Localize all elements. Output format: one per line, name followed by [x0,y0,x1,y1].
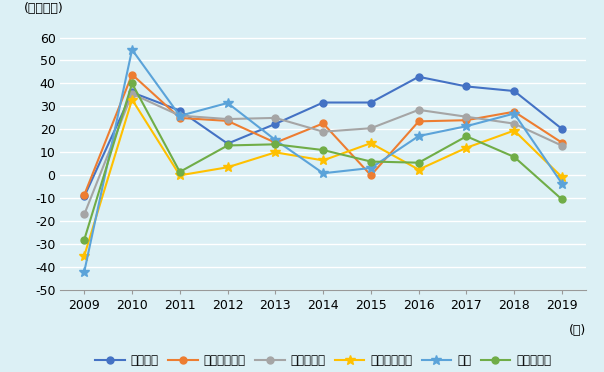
ベトナム [558,127,565,131]
シンガポール [463,145,470,150]
マレーシア [272,142,279,147]
フィリピン [320,129,327,134]
Line: シンガポール: シンガポール [79,94,567,260]
インドネシア [367,173,374,177]
インドネシア [81,193,88,197]
タイ [320,171,327,176]
フィリピン [463,115,470,119]
インドネシア [224,119,231,123]
シンガポール [81,253,88,258]
シンガポール [367,141,374,145]
シンガポール [558,175,565,179]
ベトナム [320,100,327,105]
マレーシア [463,134,470,138]
タイ [176,113,184,118]
Line: マレーシア: マレーシア [81,80,565,243]
インドネシア [272,141,279,145]
シンガポール [176,173,184,177]
ベトナム [176,108,184,113]
マレーシア [415,160,422,165]
タイ [367,166,374,170]
インドネシア [320,121,327,126]
フィリピン [176,113,184,118]
ベトナム [224,141,231,146]
Text: (ポイント): (ポイント) [24,3,63,16]
フィリピン [510,121,518,126]
Line: タイ: タイ [79,45,567,276]
タイ [415,134,422,138]
マレーシア [224,143,231,148]
マレーシア [81,237,88,242]
インドネシア [176,116,184,120]
フィリピン [224,117,231,121]
Legend: ベトナム, インドネシア, フィリピン, シンガポール, タイ, マレーシア: ベトナム, インドネシア, フィリピン, シンガポール, タイ, マレーシア [95,354,551,367]
タイ [272,138,279,142]
タイ [129,48,136,52]
Line: ベトナム: ベトナム [81,73,565,200]
フィリピン [367,126,374,131]
シンガポール [320,158,327,163]
ベトナム [129,90,136,94]
インドネシア [463,118,470,122]
Text: (年): (年) [568,324,586,337]
Line: インドネシア: インドネシア [81,71,565,198]
ベトナム [367,100,374,105]
ベトナム [415,74,422,79]
シンガポール [129,97,136,102]
タイ [224,101,231,105]
マレーシア [129,81,136,86]
フィリピン [272,116,279,120]
フィリピン [415,108,422,112]
マレーシア [558,197,565,202]
タイ [558,182,565,186]
フィリピン [81,212,88,217]
ベトナム [510,89,518,93]
ベトナム [81,194,88,199]
シンガポール [224,165,231,170]
フィリピン [129,92,136,96]
マレーシア [176,170,184,174]
タイ [81,269,88,274]
マレーシア [367,159,374,164]
インドネシア [558,141,565,145]
フィリピン [558,144,565,148]
タイ [510,111,518,116]
マレーシア [510,155,518,159]
インドネシア [415,119,422,124]
ベトナム [463,84,470,89]
シンガポール [510,128,518,133]
Line: フィリピン: フィリピン [81,90,565,218]
シンガポール [272,150,279,155]
インドネシア [510,109,518,114]
ベトナム [272,122,279,126]
シンガポール [415,167,422,172]
マレーシア [320,148,327,152]
タイ [463,124,470,128]
インドネシア [129,72,136,77]
